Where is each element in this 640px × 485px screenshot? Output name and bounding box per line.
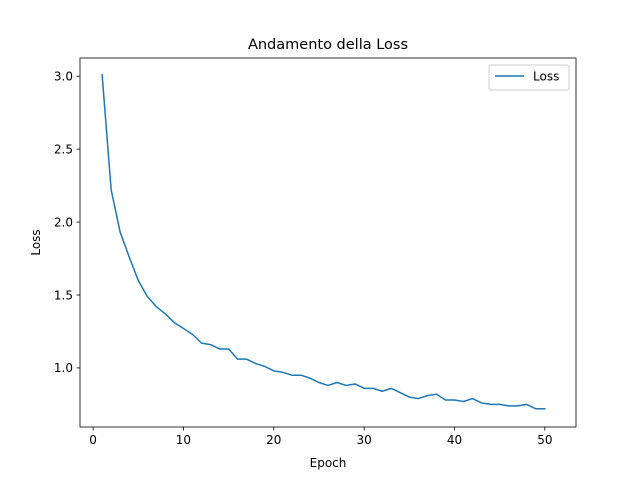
x-tick-label: 50 xyxy=(537,433,552,447)
plot-area xyxy=(101,73,546,410)
x-tick-label: 40 xyxy=(447,433,462,447)
axis-ticks: 0 10 20 30 40 50 1.0 1.5 2.0 2.5 3.0 xyxy=(54,70,553,447)
x-tick-label: 30 xyxy=(356,433,371,447)
x-tick-label: 20 xyxy=(266,433,281,447)
y-tick-label: 1.0 xyxy=(54,361,73,375)
y-tick-label: 3.0 xyxy=(54,70,73,84)
x-tick-label: 0 xyxy=(89,433,97,447)
y-axis-title: Loss xyxy=(29,229,43,255)
legend-box xyxy=(488,64,570,91)
series-line-loss xyxy=(101,73,546,410)
y-tick-label: 2.5 xyxy=(54,142,73,156)
legend: Loss xyxy=(488,64,570,91)
axes-frame xyxy=(79,57,577,428)
chart-title: Andamento della Loss xyxy=(248,37,408,53)
x-tick-label: 10 xyxy=(176,433,191,447)
y-tick-label: 2.0 xyxy=(54,215,73,229)
y-tick-label: 1.5 xyxy=(54,288,73,302)
legend-label-loss: Loss xyxy=(533,70,559,84)
x-axis-title: Epoch xyxy=(310,456,347,470)
